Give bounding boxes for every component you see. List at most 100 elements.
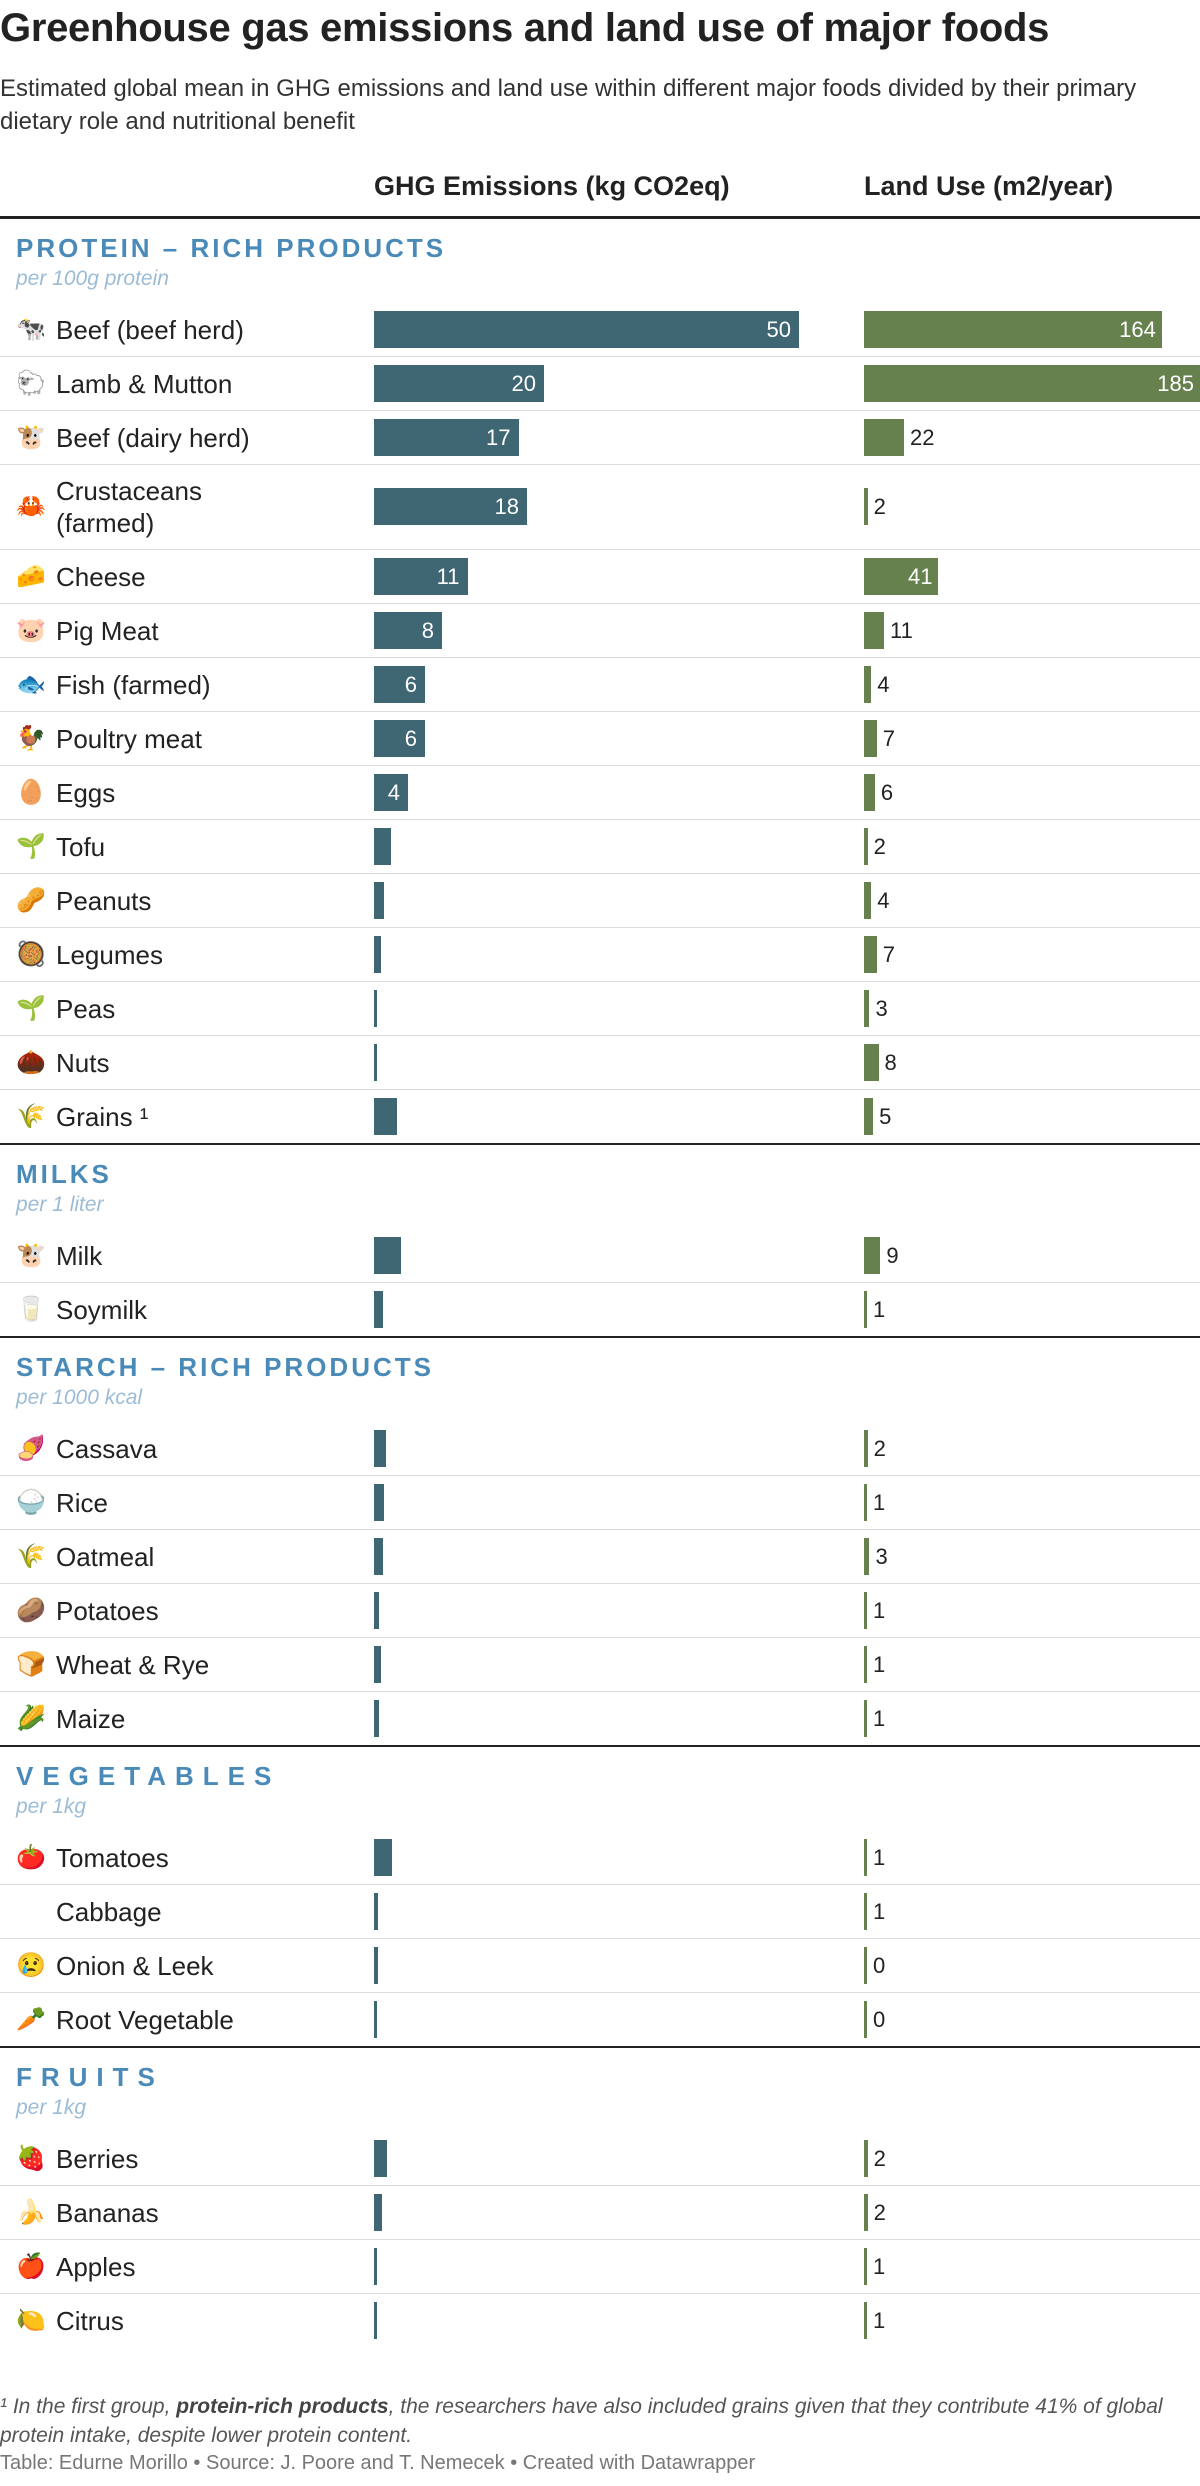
land-bar xyxy=(864,419,904,456)
row-label: 🧀 Cheese xyxy=(16,550,356,603)
table-row: 🐮 Beef (dairy herd) 17 22 xyxy=(0,411,1200,465)
land-value-label: 0 xyxy=(873,2007,886,2032)
cheese-icon: 🧀 xyxy=(16,562,46,590)
table-row: 🌾 Oatmeal 3 xyxy=(0,1530,1200,1584)
group-header: PROTEIN – RICH PRODUCTS per 100g protein xyxy=(0,219,1200,303)
ghg-bar xyxy=(374,1430,386,1467)
land-value-label: 1 xyxy=(873,1706,886,1731)
milk-glass-icon: 🥛 xyxy=(16,1295,46,1323)
row-label: 🐮 Beef (dairy herd) xyxy=(16,411,356,464)
crying-face-icon: 😢 xyxy=(16,1951,46,1979)
row-label-text: Crustaceans (farmed) xyxy=(56,476,202,538)
land-bar xyxy=(864,558,939,595)
land-value-label: 7 xyxy=(882,942,895,967)
ghg-bar xyxy=(374,2248,378,2285)
land-bar xyxy=(864,1893,867,1930)
land-value-label: 22 xyxy=(909,425,935,450)
row-label: 🍚 Rice xyxy=(16,1476,356,1529)
land-bar xyxy=(864,1839,867,1876)
seedling-icon: 🌱 xyxy=(16,994,46,1022)
row-label: 🐷 Pig Meat xyxy=(16,604,356,657)
land-bar xyxy=(864,1947,867,1984)
row-label-text: Eggs xyxy=(56,777,116,808)
row-label: 🍌 Bananas xyxy=(16,2186,356,2239)
row-label: 🍠 Cassava xyxy=(16,1422,356,1475)
row-label: 🥕 Root Vegetable xyxy=(16,1993,356,2046)
land-bar xyxy=(864,828,868,865)
row-label: 🍎 Apples xyxy=(16,2240,356,2293)
land-value-label: 41 xyxy=(907,564,933,589)
land-bar xyxy=(864,774,875,811)
group-header: FRUITS per 1kg xyxy=(0,2046,1200,2132)
row-label-text: Cabbage xyxy=(56,1896,162,1927)
ghg-value-label: 6 xyxy=(404,726,417,751)
grain-icon: 🌾 xyxy=(16,1102,46,1130)
land-bar xyxy=(864,1044,879,1081)
row-label-text: Oatmeal xyxy=(56,1541,155,1572)
row-label: 🐟 Fish (farmed) xyxy=(16,658,356,711)
row-label: 🥘 Legumes xyxy=(16,928,356,981)
table-row: 🍞 Wheat & Rye 1 xyxy=(0,1638,1200,1692)
row-label-text: Pig Meat xyxy=(56,615,159,646)
land-value-label: 1 xyxy=(873,1652,886,1677)
ghg-bar xyxy=(374,1044,377,1081)
ghg-bar xyxy=(374,990,378,1027)
table-row: 🌰 Nuts 8 xyxy=(0,1036,1200,1090)
cassava-icon: 🍠 xyxy=(16,1434,46,1462)
land-bar xyxy=(864,2248,867,2285)
row-label-text: Lamb & Mutton xyxy=(56,368,233,399)
row-label: 🌱 Tofu xyxy=(16,820,356,873)
row-label: 😢 Onion & Leek xyxy=(16,1939,356,1992)
ghg-bar xyxy=(374,2302,378,2339)
ghg-value-label: 6 xyxy=(404,672,417,697)
land-bar xyxy=(864,1700,867,1737)
row-label: 🍓 Berries xyxy=(16,2132,356,2185)
land-value-label: 1 xyxy=(873,2254,886,2279)
carrot-icon: 🥕 xyxy=(16,2005,46,2033)
land-value-label: 1 xyxy=(873,1598,886,1623)
rooster-icon: 🐓 xyxy=(16,724,46,752)
ghg-bar xyxy=(374,666,425,703)
land-value-label: 2 xyxy=(873,1436,886,1461)
row-label-text: Legumes xyxy=(56,939,163,970)
table-row: 🐑 Lamb & Mutton 20 185 xyxy=(0,357,1200,411)
row-label-text: Beef (beef herd) xyxy=(56,314,244,345)
group-unit: per 1000 kcal xyxy=(16,1386,143,1409)
land-value-label: 7 xyxy=(882,726,895,751)
row-label-text: Potatoes xyxy=(56,1595,159,1626)
row-label-text: Fish (farmed) xyxy=(56,669,211,700)
crab-icon: 🦀 xyxy=(16,493,46,520)
cow-face-icon: 🐮 xyxy=(16,423,46,451)
land-bar xyxy=(864,1291,867,1328)
land-value-label: 1 xyxy=(873,1899,886,1924)
row-label: 🍋 Citrus xyxy=(16,2294,356,2347)
group-header: VEGETABLES per 1kg xyxy=(0,1745,1200,1831)
row-label-text: Apples xyxy=(56,2251,136,2282)
land-bar xyxy=(864,2302,867,2339)
group-unit: per 1kg xyxy=(16,2096,87,2119)
land-bar xyxy=(864,882,872,919)
pig-face-icon: 🐷 xyxy=(16,616,46,644)
table-row: 🍠 Cassava 2 xyxy=(0,1422,1200,1476)
land-value-label: 4 xyxy=(877,888,890,913)
table-row: 🥜 Peanuts 4 xyxy=(0,874,1200,928)
ghg-bar xyxy=(374,1700,380,1737)
row-label-text: Tomatoes xyxy=(56,1842,169,1873)
row-label: 🦀 Crustaceans (farmed) xyxy=(16,465,356,549)
ghg-bar xyxy=(374,720,425,757)
corn-icon: 🌽 xyxy=(16,1704,46,1732)
ghg-bar xyxy=(374,1098,397,1135)
table-row: 🥘 Legumes 7 xyxy=(0,928,1200,982)
table-row: Cabbage 1 xyxy=(0,1885,1200,1939)
land-value-label: 4 xyxy=(877,672,890,697)
row-label: 🌾 Oatmeal xyxy=(16,1530,356,1583)
ghg-value-label: 20 xyxy=(511,371,536,396)
tomato-icon: 🍅 xyxy=(16,1843,46,1871)
fish-icon: 🐟 xyxy=(16,670,46,698)
land-value-label: 3 xyxy=(875,1544,888,1569)
row-label: 🌰 Nuts xyxy=(16,1036,356,1089)
ghg-bar xyxy=(374,488,527,525)
table-row: 🍎 Apples 1 xyxy=(0,2240,1200,2294)
chestnut-icon: 🌰 xyxy=(16,1048,46,1076)
chart-root: Greenhouse gas emissions and land use of… xyxy=(0,6,1200,2474)
